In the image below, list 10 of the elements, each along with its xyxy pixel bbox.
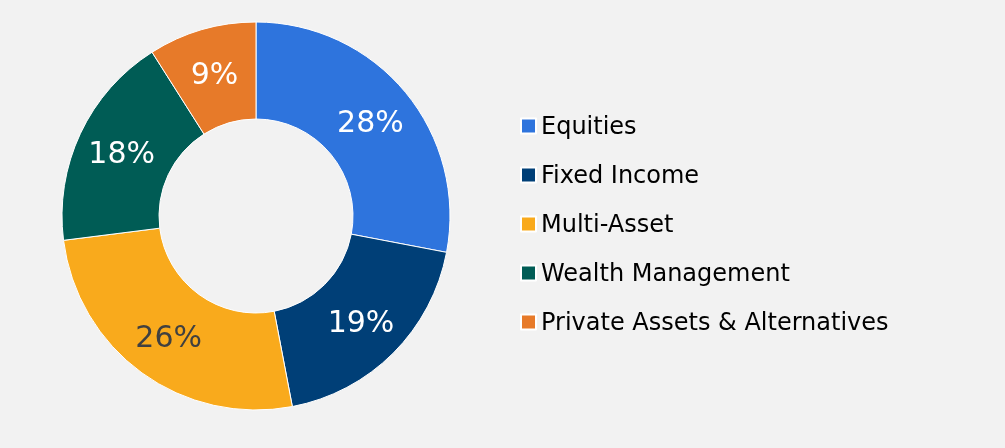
data-label: 9% <box>190 55 239 91</box>
legend-label: Wealth Management <box>541 259 790 287</box>
data-label: 26% <box>135 318 203 354</box>
legend-label: Private Assets & Alternatives <box>541 308 889 336</box>
data-label: 18% <box>88 135 155 171</box>
legend-label: Fixed Income <box>541 161 700 189</box>
legend-label: Multi-Asset <box>541 210 674 238</box>
legend-label: Equities <box>541 112 637 140</box>
data-label: 19% <box>327 303 395 339</box>
data-label: 28% <box>337 103 404 139</box>
